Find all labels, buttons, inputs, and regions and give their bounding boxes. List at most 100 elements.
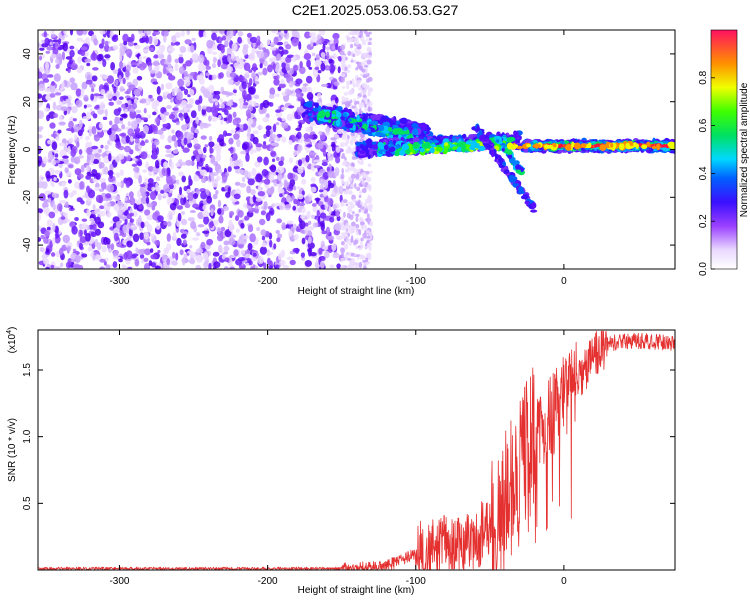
spectrogram-cell (367, 163, 372, 168)
spectrogram-cell (325, 126, 331, 134)
spectrogram-cell (271, 30, 278, 34)
spectrogram-cell (49, 41, 53, 46)
spectrogram-cell (213, 90, 221, 95)
spectrogram-cell (67, 257, 73, 266)
spectrogram-cell (345, 203, 349, 207)
spectrogram-cell (67, 98, 71, 106)
spectrogram-cell (103, 236, 109, 246)
spectrogram-cell (146, 203, 154, 208)
spectrogram-cell (356, 61, 362, 67)
spectrogram-cell (269, 239, 273, 248)
spectrogram-cell (304, 222, 309, 227)
spectrogram-cell (55, 229, 59, 239)
spectrogram-cell (210, 173, 215, 181)
spectrogram-cell (236, 59, 243, 63)
spectrogram-cell (435, 146, 444, 152)
spectrogram-cell (411, 122, 419, 129)
spectrogram-cell (295, 78, 303, 85)
spectrogram-cell (162, 254, 168, 263)
spectrogram-cell (154, 159, 160, 169)
spectrogram-cell (38, 236, 42, 243)
spectrogram-cell (93, 134, 99, 138)
spectrogram-cell (59, 200, 67, 204)
spectrogram-cell (298, 122, 302, 129)
spectrogram-cell (80, 88, 85, 97)
spectrogram-cell (172, 231, 177, 240)
spectrogram-cell (210, 208, 214, 217)
spectrogram-cell (44, 190, 52, 195)
spectrogram-cell (67, 145, 71, 155)
spectrogram-cell (139, 253, 145, 259)
spectrogram-cell (54, 235, 61, 244)
spectrogram-cell (256, 125, 264, 130)
spectrogram-cell (319, 260, 325, 269)
spectrogram-cell (359, 150, 366, 155)
spectrogram-cell (193, 174, 199, 180)
spectrogram-cell (168, 67, 175, 73)
spectrogram-cell (196, 74, 204, 81)
spectrogram-cell (111, 124, 119, 132)
spectrogram-cell (76, 141, 80, 148)
spectrogram-cell (143, 248, 152, 256)
spectrogram-cell (102, 75, 109, 79)
spectrogram-cell (335, 146, 341, 153)
spectrogram-cell (77, 56, 82, 64)
spectrogram-cell (421, 123, 428, 131)
spectrogram-cell (237, 31, 244, 37)
spectrogram-cell (288, 230, 293, 237)
spectrogram-cell (327, 144, 331, 153)
spectrogram-cell (136, 63, 140, 67)
spectrogram-cell (63, 212, 68, 217)
spectrogram-cell (99, 258, 106, 263)
spectrogram-cell (259, 63, 263, 69)
spectrogram-cell (341, 63, 346, 68)
spectrogram-cell (355, 213, 360, 217)
spectrogram-cell (190, 110, 197, 119)
spectrogram-cell (224, 109, 229, 116)
spectrogram-cell (361, 188, 367, 194)
spectrogram-cell (518, 186, 524, 193)
spectrogram-cell (240, 169, 247, 176)
spectrogram-cell (177, 212, 182, 222)
spectrogram-cell (166, 197, 172, 206)
figure-title: C2E1.2025.053.06.53.G27 (291, 2, 459, 18)
spectrogram-cell (45, 170, 51, 179)
spectrogram-cell (171, 260, 178, 266)
spectrogram-cell (367, 106, 371, 113)
spectrogram-cell (262, 99, 270, 109)
spectrogram-cell (63, 189, 69, 199)
spectrogram-cell (50, 252, 56, 257)
spectrogram-cell (195, 99, 200, 105)
spectrogram-cell (320, 83, 329, 87)
spectrogram-cell (177, 78, 185, 88)
spectrogram-cell (53, 73, 61, 82)
spectrogram-cell (239, 182, 247, 188)
spectrogram-cell (347, 258, 352, 261)
spectrogram-cell (243, 62, 251, 72)
spectrogram-cell (263, 178, 271, 185)
spectrogram-cell (335, 156, 341, 164)
spectrogram-cell (125, 180, 131, 188)
spectrogram-cell (344, 56, 348, 61)
spectrogram-cell (45, 50, 51, 54)
spectrogram-cell (99, 266, 106, 269)
spectrogram-cell (41, 39, 45, 44)
spectrogram-cell (274, 264, 280, 269)
spectrogram-cell (251, 167, 257, 177)
spectrogram-cell (174, 32, 182, 39)
spectrogram-cell (56, 136, 60, 142)
spectrogram-cell (261, 196, 266, 200)
spectrogram-cell (367, 55, 372, 59)
spectrogram-cell (297, 207, 302, 213)
spectrogram-cell (175, 121, 180, 126)
spectrogram-cell (63, 30, 67, 35)
spectrogram-cell (159, 133, 165, 140)
spectrogram-cell (147, 177, 154, 184)
spectrogram-cell (202, 230, 210, 234)
spectrogram-cell (280, 249, 286, 258)
spectrogram-cell (38, 83, 46, 92)
spectrogram-cell (325, 111, 331, 118)
spectrogram-cell (69, 77, 76, 84)
spectrogram-cell (305, 75, 313, 84)
spectrogram-cell (331, 44, 336, 51)
